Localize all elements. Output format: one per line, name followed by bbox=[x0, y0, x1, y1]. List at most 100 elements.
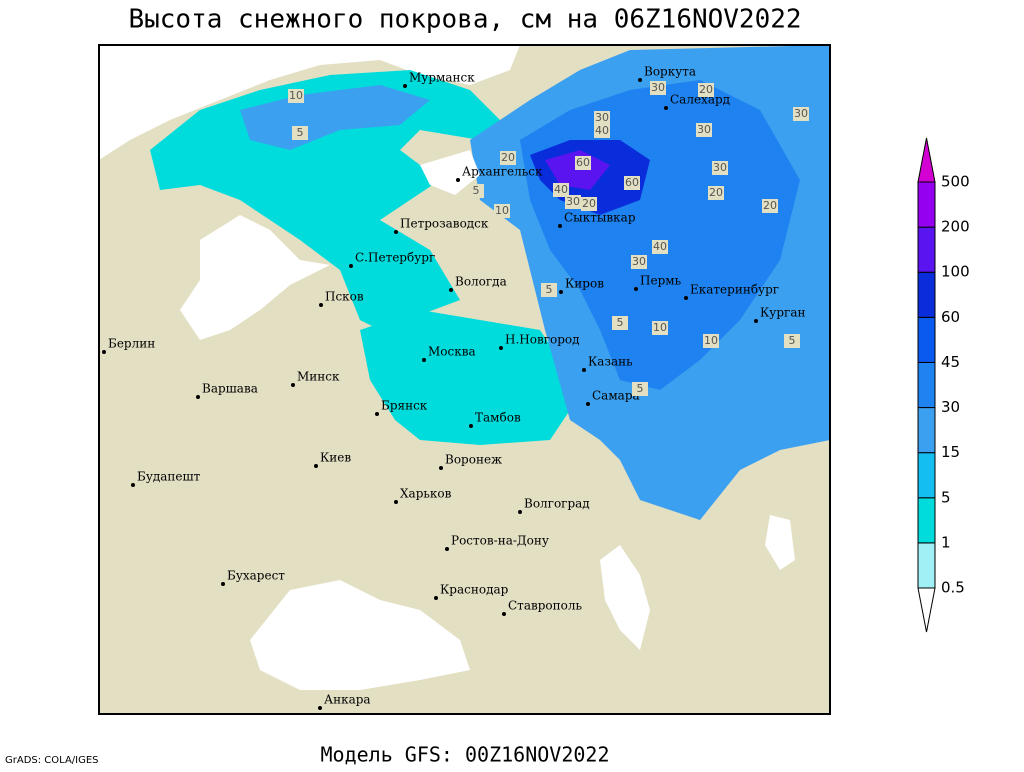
city-label: Анкара bbox=[324, 693, 371, 707]
contour-label-box bbox=[652, 321, 668, 335]
city-label: Воронеж bbox=[445, 453, 502, 467]
city-dot bbox=[422, 358, 426, 362]
contour-label: 60 bbox=[576, 156, 590, 169]
contour-label-box bbox=[541, 283, 557, 297]
contour-label-box bbox=[292, 126, 308, 140]
city-label: С.Петербург bbox=[355, 251, 435, 265]
contour-label: 30 bbox=[566, 195, 580, 208]
contour-label: 30 bbox=[651, 81, 665, 94]
legend-label: 200 bbox=[941, 218, 970, 236]
legend-swatch bbox=[917, 407, 936, 454]
contour-label: 5 bbox=[789, 334, 796, 347]
city-label: Архангельск bbox=[462, 165, 543, 179]
contour-label: 30 bbox=[595, 111, 609, 124]
city-dot bbox=[434, 596, 438, 600]
city-dot bbox=[394, 230, 398, 234]
city-dot bbox=[586, 402, 590, 406]
snow-blue-kola bbox=[240, 85, 430, 150]
legend-label: 60 bbox=[941, 308, 960, 326]
city-label: Вологда bbox=[455, 275, 507, 289]
contour-label-box bbox=[712, 161, 728, 175]
baltic-sea bbox=[180, 215, 330, 340]
city-label: Будапешт bbox=[137, 470, 201, 484]
city-dot bbox=[518, 510, 522, 514]
aral-sea bbox=[765, 515, 795, 570]
white-sea bbox=[420, 150, 480, 195]
legend-label: 500 bbox=[941, 173, 970, 191]
contour-label-box bbox=[468, 184, 484, 198]
city-label: Киев bbox=[320, 451, 351, 465]
contour-label-box bbox=[553, 183, 569, 197]
barents-sea bbox=[99, 45, 520, 160]
contour-label-box bbox=[594, 111, 610, 125]
contour-label-box bbox=[631, 255, 647, 269]
contour-label-box bbox=[288, 89, 304, 103]
city-label: Псков bbox=[325, 290, 364, 304]
city-label: Берлин bbox=[108, 337, 155, 351]
contour-label-box bbox=[632, 382, 648, 396]
legend-label: 30 bbox=[941, 398, 960, 416]
contour-label-box bbox=[652, 240, 668, 254]
map-frame bbox=[98, 44, 831, 715]
city-label: Пермь bbox=[640, 274, 682, 288]
model-caption: Модель GFS: 00Z16NOV2022 bbox=[321, 743, 610, 767]
city-label: Салехард bbox=[670, 93, 730, 107]
contour-label: 40 bbox=[595, 124, 609, 137]
city-dot bbox=[684, 296, 688, 300]
city-dot bbox=[559, 290, 563, 294]
contour-label-box bbox=[793, 107, 809, 121]
city-label: Москва bbox=[428, 345, 476, 359]
contour-label: 20 bbox=[699, 83, 713, 96]
contour-label: 40 bbox=[554, 183, 568, 196]
contour-label-box bbox=[624, 176, 640, 190]
city-dot bbox=[319, 303, 323, 307]
city-dot bbox=[318, 706, 322, 710]
contour-label-box bbox=[565, 195, 581, 209]
city-dot bbox=[102, 350, 106, 354]
city-label: Минск bbox=[297, 370, 340, 384]
contour-label: 30 bbox=[632, 255, 646, 268]
legend-swatch bbox=[917, 316, 936, 363]
legend-swatch bbox=[917, 271, 936, 318]
contour-label: 30 bbox=[697, 123, 711, 136]
legend-swatch bbox=[917, 361, 936, 409]
legend-swatch bbox=[917, 497, 936, 544]
legend-triangle-low bbox=[917, 587, 936, 633]
contour-label: 40 bbox=[653, 240, 667, 253]
contour-label-box bbox=[762, 199, 778, 213]
legend-label: 45 bbox=[941, 353, 960, 371]
contour-label: 10 bbox=[704, 334, 718, 347]
contour-label-box bbox=[696, 123, 712, 137]
city-dot bbox=[582, 368, 586, 372]
contour-label: 20 bbox=[763, 199, 777, 212]
snow-cyan-north bbox=[150, 70, 500, 330]
city-dot bbox=[439, 466, 443, 470]
contour-label: 10 bbox=[653, 321, 667, 334]
legend-label: 5 bbox=[941, 488, 951, 506]
city-dot bbox=[456, 178, 460, 182]
contour-label-box bbox=[703, 334, 719, 348]
map bbox=[98, 44, 831, 715]
caspian-sea bbox=[600, 545, 650, 650]
city-label: Ростов-на-Дону bbox=[451, 534, 549, 548]
contour-label: 10 bbox=[495, 204, 509, 217]
city-label: Мурманск bbox=[409, 71, 475, 85]
contour-label: 10 bbox=[289, 89, 303, 102]
city-label: Ставрополь bbox=[508, 599, 582, 613]
contour-label: 30 bbox=[713, 161, 727, 174]
city-dot bbox=[291, 383, 295, 387]
city-label: Брянск bbox=[381, 399, 428, 413]
city-label: Волгоград bbox=[524, 497, 590, 511]
city-dot bbox=[375, 412, 379, 416]
city-label: Сыктывкар bbox=[564, 211, 636, 225]
legend-label: 100 bbox=[941, 263, 970, 281]
contour-label-box bbox=[494, 204, 510, 218]
legend-swatch bbox=[917, 226, 936, 273]
contour-label: 5 bbox=[637, 382, 644, 395]
city-label: Харьков bbox=[400, 487, 452, 501]
city-dot bbox=[314, 464, 318, 468]
city-dot bbox=[131, 483, 135, 487]
snow-cyan-center bbox=[360, 310, 570, 445]
city-label: Бухарест bbox=[227, 569, 285, 583]
